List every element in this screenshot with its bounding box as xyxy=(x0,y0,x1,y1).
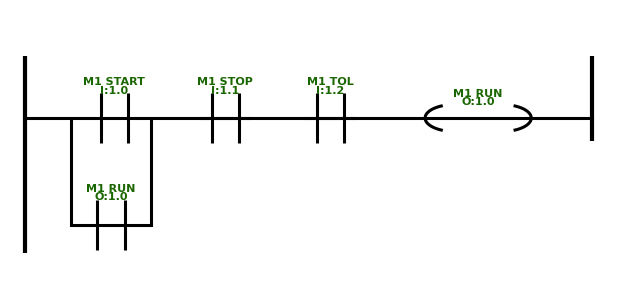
Text: M1 TOL: M1 TOL xyxy=(307,77,354,87)
Text: O:1.0: O:1.0 xyxy=(462,97,495,107)
Text: M1 STOP: M1 STOP xyxy=(197,77,253,87)
Text: M1 START: M1 START xyxy=(83,77,145,87)
Text: M1 RUN: M1 RUN xyxy=(453,89,503,99)
Text: O:1.0: O:1.0 xyxy=(94,192,128,202)
Text: I:1.0: I:1.0 xyxy=(100,85,128,96)
Text: I:1.2: I:1.2 xyxy=(316,85,344,96)
Text: I:1.1: I:1.1 xyxy=(211,85,239,96)
Text: M1 RUN: M1 RUN xyxy=(86,184,136,194)
